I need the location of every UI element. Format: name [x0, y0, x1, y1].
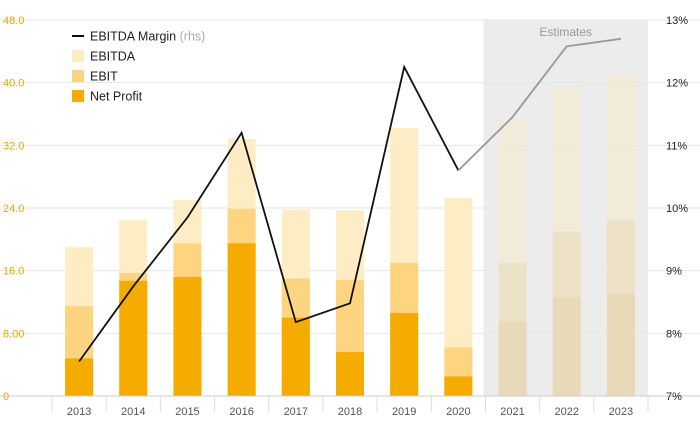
x-tick-label: 2018 — [338, 406, 362, 418]
x-tick-label: 2014 — [121, 406, 145, 418]
x-tick-label: 2013 — [67, 406, 91, 418]
y-tick-right: 10% — [666, 203, 688, 215]
bar-net-profit — [336, 352, 364, 396]
y-tick-right: 11% — [666, 140, 687, 152]
legend-label-ebit: EBIT — [90, 70, 118, 84]
y-tick-right: 8% — [666, 328, 682, 340]
y-tick-left: 40.0 — [3, 78, 24, 90]
x-tick-label: 2021 — [500, 406, 524, 418]
legend-swatch-ebitda — [72, 50, 84, 62]
y-tick-right: 13% — [666, 15, 688, 27]
y-tick-left: 24.0 — [3, 203, 24, 215]
bar-net-profit — [119, 280, 148, 396]
legend-swatch-net-profit — [72, 90, 84, 102]
x-tick-label: 2022 — [554, 406, 578, 418]
bar-net-profit — [498, 321, 527, 396]
bar-net-profit — [173, 276, 202, 396]
y-tick-left: 0 — [3, 391, 9, 403]
bar-net-profit — [390, 312, 419, 396]
estimates-label: Estimates — [539, 25, 592, 39]
legend-label-ebitda-margin: EBITDA Margin (rhs) — [90, 30, 205, 44]
y-tick-left: 8.00 — [3, 328, 24, 340]
legend-label-net-profit: Net Profit — [90, 90, 143, 104]
y-tick-right: 9% — [666, 266, 682, 278]
line-ebitda-margin — [78, 64, 460, 363]
line-ebitda-margin-estimate — [457, 37, 622, 172]
x-tick-label: 2015 — [175, 406, 199, 418]
bar-net-profit — [444, 376, 473, 396]
bar-net-profit — [227, 243, 256, 396]
y-tick-left: 32.0 — [3, 140, 24, 152]
y-tick-right: 12% — [666, 78, 688, 90]
x-tick-label: 2023 — [609, 406, 633, 418]
legend-swatch-ebit — [72, 70, 84, 82]
bar-net-profit — [65, 358, 94, 396]
x-tick-label: 2017 — [284, 406, 308, 418]
legend-label-ebitda: EBITDA — [90, 50, 136, 64]
bar-net-profit — [606, 294, 635, 396]
bar-net-profit — [552, 297, 581, 396]
x-tick-label: 2020 — [446, 406, 470, 418]
y-tick-left: 16.0 — [3, 266, 24, 278]
bar-net-profit — [281, 317, 310, 396]
x-tick-label: 2016 — [229, 406, 253, 418]
legend-unit-rhs: (rhs) — [180, 30, 206, 44]
y-tick-left: 48.0 — [3, 15, 24, 27]
x-tick-label: 2019 — [392, 406, 416, 418]
y-tick-right: 7% — [666, 391, 682, 403]
